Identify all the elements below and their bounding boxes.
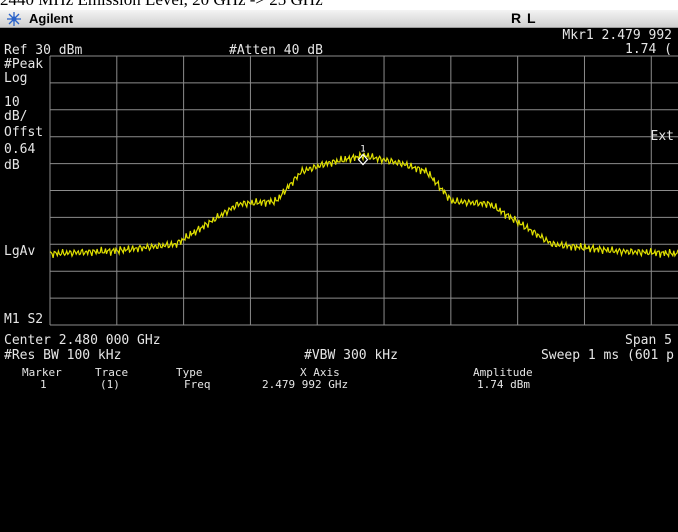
center-frequency: Center 2.480 000 GHz	[4, 333, 161, 348]
attenuation: #Atten 40 dB	[229, 43, 323, 58]
spectrum-chart: 1	[49, 55, 678, 326]
table-row-amplitude: 1.74 dBm	[477, 378, 530, 391]
spectrum-trace	[49, 150, 678, 259]
external-label: Ext	[650, 129, 674, 144]
offset-value: 0.64	[4, 142, 36, 157]
table-row-x-axis: 2.479 992 GHz	[262, 378, 349, 391]
table-header-type: Type	[176, 366, 203, 379]
marker-amplitude-readout: 1.74 (	[625, 42, 672, 57]
graticule	[49, 55, 678, 326]
table-header-trace: Trace	[95, 366, 129, 379]
title-bar: Agilent R L	[0, 10, 678, 28]
table-row-trace: (1)	[100, 378, 120, 391]
table-header-marker: Marker	[22, 366, 62, 379]
trace-modes: M1 S2	[4, 312, 44, 327]
marker-number-label: 1	[360, 145, 365, 155]
ref-level: Ref 30 dBm	[4, 43, 83, 58]
sweep-time: Sweep 1 ms (601 p	[540, 348, 674, 363]
span: Span 5	[625, 333, 672, 348]
analyzer-screen: 1 Mkr1 2.479 992 1.74 ( Ref 30 dBm #Atte…	[0, 28, 678, 532]
page-caption: 2440 MHz Emission Level, 20 GHz -> 25 GH…	[0, 0, 678, 10]
scale-type: Log	[4, 71, 28, 86]
brand-label: Agilent	[29, 11, 74, 26]
table-header-amplitude: Amplitude	[473, 366, 533, 379]
resolution-bandwidth: #Res BW 100 kHz	[4, 348, 122, 363]
detector-label: #Peak	[4, 57, 44, 72]
table-row-marker: 1	[40, 378, 47, 391]
marker-frequency-readout: Mkr1 2.479 992	[562, 28, 672, 43]
marker-diamond	[357, 153, 369, 166]
agilent-spark-icon	[7, 12, 21, 26]
average-mode: LgAv	[4, 244, 36, 259]
marker-1: 1	[357, 145, 369, 166]
table-row-type: Freq	[184, 378, 211, 391]
table-header-x-axis: X Axis	[300, 366, 340, 379]
offset-unit: dB	[4, 158, 20, 173]
scale-unit: dB/	[4, 109, 28, 124]
offset-label: Offst	[4, 125, 44, 140]
video-bandwidth: #VBW 300 kHz	[304, 348, 398, 363]
scale-value: 10	[4, 95, 20, 110]
remote-status: R L	[511, 10, 537, 26]
